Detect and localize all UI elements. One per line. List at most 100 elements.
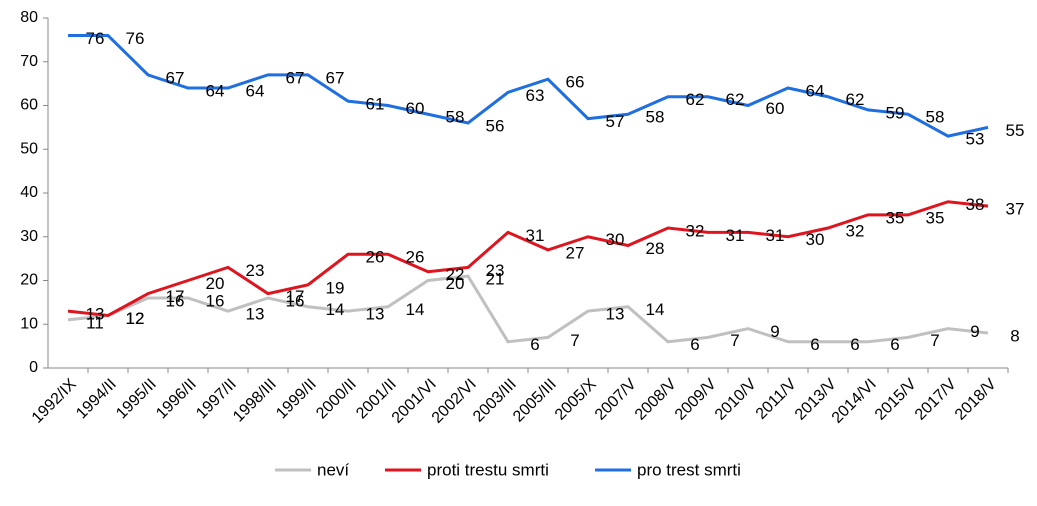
data-label: 7 [730,331,739,350]
data-label: 64 [806,81,825,100]
x-tick-label: 1994/II [73,376,120,423]
data-label: 16 [206,291,225,310]
data-label: 32 [846,221,865,240]
data-label: 14 [406,300,425,319]
data-label: 37 [1006,200,1025,219]
data-label: 7 [930,331,939,350]
data-label: 35 [926,208,945,227]
data-label: 28 [646,239,665,258]
data-label: 19 [326,278,345,297]
data-label: 20 [206,274,225,293]
x-tick-label: 1998/III [230,376,280,426]
data-label: 53 [966,130,985,149]
data-label: 66 [566,73,585,92]
data-label: 62 [726,90,745,109]
data-label: 35 [886,208,905,227]
data-label: 13 [86,305,105,324]
data-label: 23 [246,261,265,280]
data-label: 58 [646,108,665,127]
y-tick-label: 70 [20,53,38,70]
series-line [68,34,989,138]
data-label: 27 [566,243,585,262]
data-label: 6 [810,335,819,354]
data-label: 14 [326,300,345,319]
y-tick-label: 30 [20,228,38,245]
x-tick-label: 1992/IX [29,376,80,427]
x-tick-label: 2010/V [712,376,760,424]
data-label: 16 [166,291,185,310]
data-label: 57 [606,112,625,131]
data-label: 26 [406,248,425,267]
x-tick-label: 1996/II [153,376,200,423]
data-label: 59 [886,103,905,122]
data-label: 20 [446,274,465,293]
x-tick-label: 2014/VI [829,376,880,427]
data-label: 12 [126,309,145,328]
data-label: 6 [850,335,859,354]
legend-label: proti trestu smrti [427,460,549,479]
data-label: 6 [890,335,899,354]
data-label: 76 [126,29,145,48]
x-tick-label: 2002/VI [429,376,480,427]
data-label: 22 [446,265,465,284]
x-tick-label: 2015/V [872,376,920,424]
x-tick-label: 1995/II [113,376,160,423]
y-tick-label: 60 [20,97,38,114]
y-tick-label: 20 [20,272,38,289]
x-tick-label: 2011/V [753,376,800,423]
data-label: 21 [486,270,505,289]
y-tick-label: 0 [29,359,38,376]
data-label: 9 [770,322,779,341]
data-label: 26 [366,248,385,267]
data-label: 31 [726,226,745,245]
data-label: 6 [530,335,539,354]
x-tick-label: 2000/II [313,376,360,423]
data-label: 64 [206,81,225,100]
data-label: 30 [606,230,625,249]
x-tick-label: 2018/V [952,376,1000,424]
data-label: 60 [766,99,785,118]
x-tick-label: 2005/III [510,376,560,426]
data-label: 32 [686,221,705,240]
x-tick-label: 2009/V [672,376,720,424]
data-label: 31 [526,226,545,245]
y-tick-label: 10 [20,315,38,332]
data-label: 31 [766,226,785,245]
data-label: 58 [446,108,465,127]
data-label: 13 [366,305,385,324]
x-tick-label: 2003/III [470,376,520,426]
data-label: 7 [570,331,579,350]
y-tick-label: 80 [20,9,38,26]
data-label: 63 [526,86,545,105]
data-label: 14 [646,300,665,319]
data-label: 8 [1010,326,1019,345]
data-label: 67 [286,68,305,87]
x-tick-label: 2017/V [912,376,960,424]
data-label: 16 [286,291,305,310]
data-label: 9 [970,322,979,341]
x-tick-label: 1999/II [273,376,320,423]
data-label: 11 [86,313,104,332]
data-label: 67 [326,68,345,87]
x-tick-label: 2008/V [632,376,680,424]
data-label: 60 [406,99,425,118]
data-label: 30 [806,230,825,249]
data-label: 12 [126,309,145,328]
legend-label: neví [317,460,349,479]
data-label: 62 [686,90,705,109]
data-label: 55 [1006,121,1025,140]
series-line [67,200,989,318]
data-label: 13 [606,305,625,324]
series-line [67,274,989,344]
legend-label: pro trest smrti [637,460,741,479]
data-label: 23 [486,261,505,280]
data-label: 56 [486,116,505,135]
data-label: 64 [246,81,265,100]
data-label: 67 [166,68,185,87]
y-tick-label: 40 [20,184,38,201]
data-label: 38 [966,195,985,214]
data-label: 17 [166,287,185,306]
data-label: 58 [926,108,945,127]
x-tick-label: 2007/V [592,376,640,424]
